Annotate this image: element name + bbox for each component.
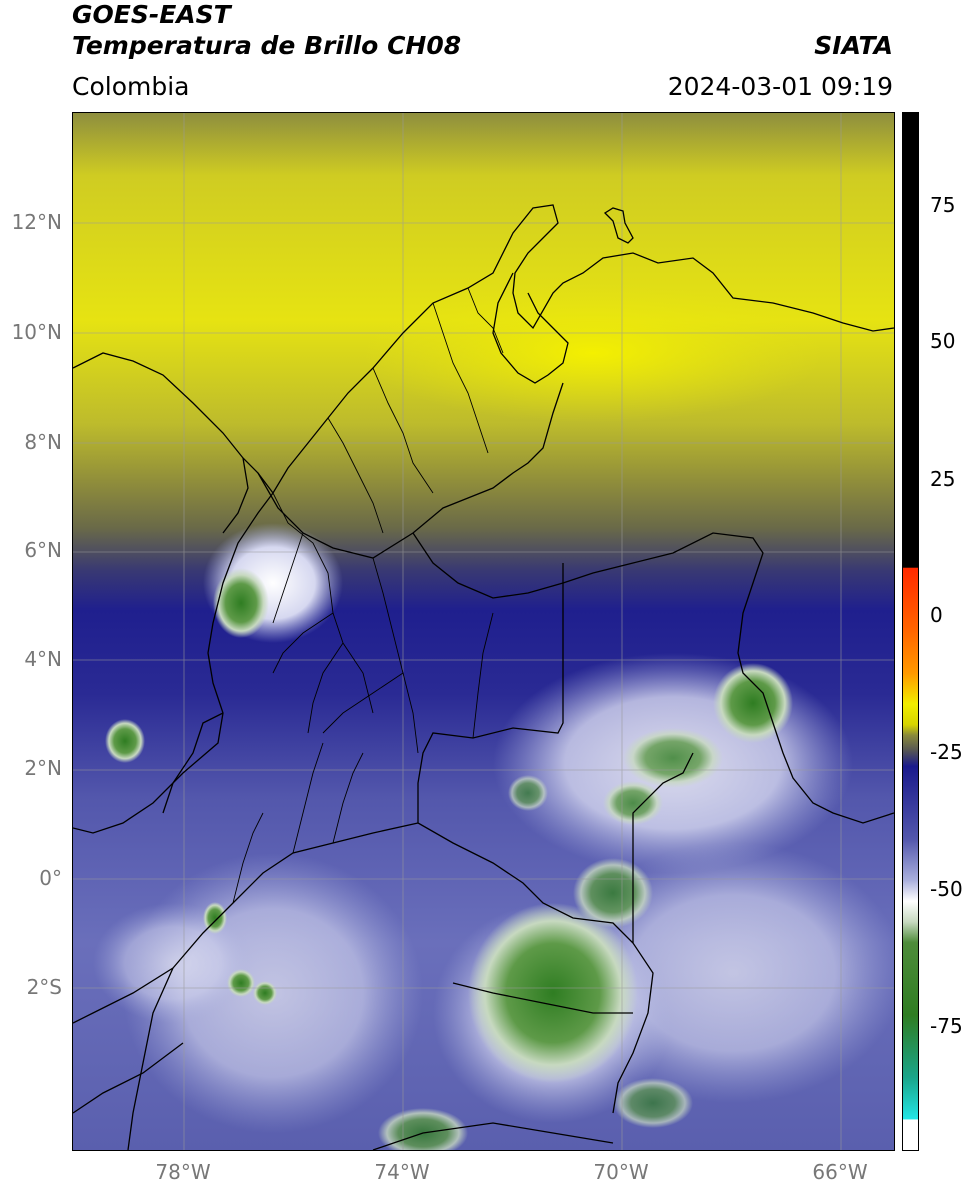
lat-tick-10n: 10°N <box>11 320 62 344</box>
lat-tick-2s: 2°S <box>26 975 62 999</box>
colorbar-tick-25: 25 <box>930 467 956 491</box>
lon-tick-74w: 74°W <box>374 1160 430 1184</box>
lon-tick-70w: 70°W <box>593 1160 649 1184</box>
lat-tick-4n: 4°N <box>24 647 62 671</box>
lon-tick-78w: 78°W <box>155 1160 211 1184</box>
lat-tick-8n: 8°N <box>24 430 62 454</box>
title-satellite: GOES-EAST <box>72 0 231 29</box>
colorbar-tick-minus75: -75 <box>930 1014 963 1038</box>
lat-tick-0: 0° <box>39 866 62 890</box>
colorbar-tick-75: 75 <box>930 193 956 217</box>
colorbar-tick-minus25: -25 <box>930 740 963 764</box>
colorbar-gradient <box>903 113 918 1150</box>
agency-label: SIATA <box>814 31 893 60</box>
colorbar-tick-0: 0 <box>930 603 943 627</box>
colorbar-tick-minus50: -50 <box>930 877 963 901</box>
lat-tick-6n: 6°N <box>24 538 62 562</box>
colorbar-tick-50: 50 <box>930 329 956 353</box>
subtitle-region: Colombia <box>72 72 190 101</box>
map-canvas <box>73 113 894 1150</box>
lat-tick-12n: 12°N <box>11 210 62 234</box>
colorbar <box>902 112 919 1151</box>
lon-tick-66w: 66°W <box>812 1160 868 1184</box>
title-product: Temperatura de Brillo CH08 <box>72 31 462 60</box>
satellite-map[interactable] <box>72 112 895 1151</box>
lat-tick-2n: 2°N <box>24 756 62 780</box>
datetime-label: 2024-03-01 09:19 <box>667 72 893 101</box>
